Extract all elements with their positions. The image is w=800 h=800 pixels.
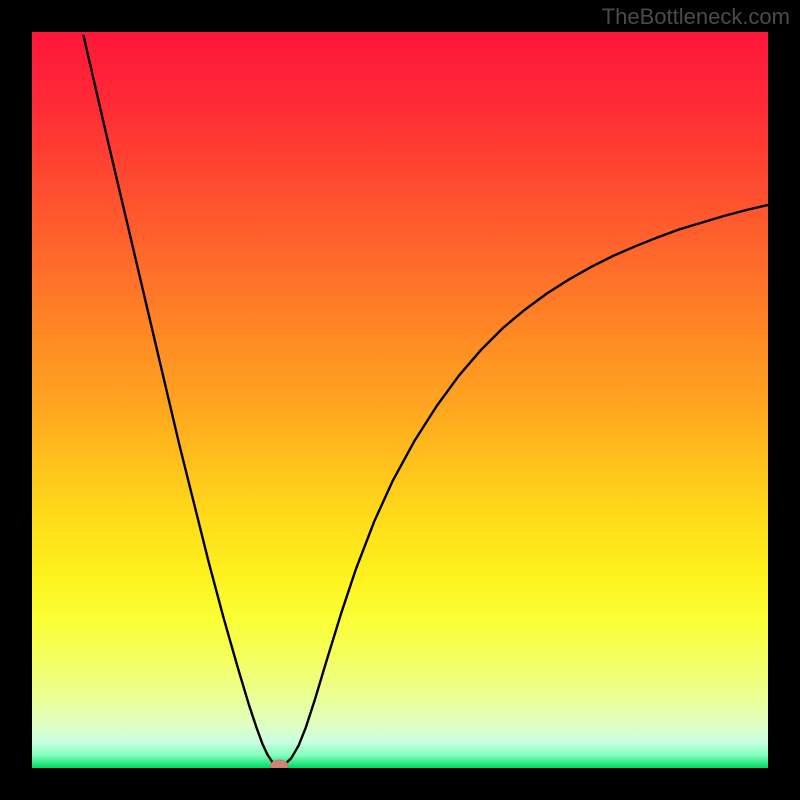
bottleneck-chart: [0, 0, 800, 800]
watermark-text: TheBottleneck.com: [602, 4, 790, 30]
plot-background: [32, 32, 768, 768]
chart-svg: [0, 0, 800, 800]
